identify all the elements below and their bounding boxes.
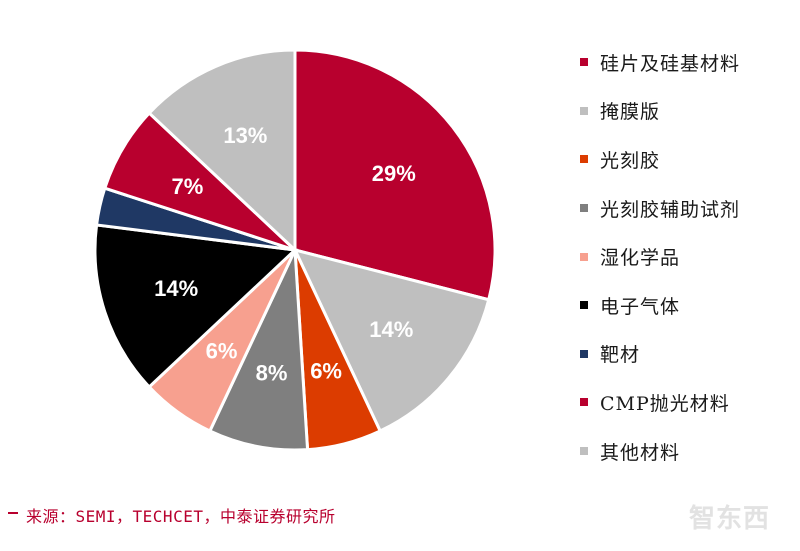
legend-item: 光刻胶辅助试剂: [580, 184, 795, 233]
pie-slice: [147, 48, 297, 254]
legend-swatch: [580, 301, 588, 310]
slice-data-label: 29%: [372, 161, 416, 186]
watermark: 智东西: [689, 504, 771, 534]
legend-label: CMP抛光材料: [600, 392, 730, 415]
legend-swatch: [580, 447, 588, 456]
legend-item: 硅片及硅基材料: [580, 38, 795, 87]
slice-data-label: 8%: [256, 360, 288, 385]
legend-item: 靶材: [580, 330, 795, 379]
slice-data-label: 14%: [154, 276, 198, 301]
slice-data-label: 6%: [206, 339, 238, 364]
legend-swatch: [580, 349, 588, 358]
legend-label: 硅片及硅基材料: [600, 52, 741, 75]
slice-data-label: 6%: [310, 359, 342, 384]
legend-swatch: [580, 155, 588, 164]
legend-label: 电子气体: [600, 295, 681, 318]
legend-label: 掩膜版: [600, 101, 661, 124]
legend-item: 电子气体: [580, 281, 795, 330]
pie-slice: [93, 223, 299, 390]
legend-item: CMP抛光材料: [580, 378, 795, 427]
legend-item: 湿化学品: [580, 232, 795, 281]
legend-label: 靶材: [600, 344, 641, 367]
legend-item: 其他材料: [580, 427, 795, 476]
legend-label: 光刻胶辅助试剂: [600, 198, 741, 221]
slice-data-label: 7%: [172, 174, 204, 199]
source-note: 来源：SEMI，TECHCET，中泰证券研究所: [26, 507, 336, 526]
source-accent-bar: [8, 512, 18, 514]
slice-data-label: 13%: [223, 123, 267, 148]
pie-slice: [293, 48, 497, 302]
legend-swatch: [580, 106, 588, 115]
pie-slice: [207, 249, 310, 452]
legend-label: 光刻胶: [600, 149, 661, 172]
legend-label: 其他材料: [600, 441, 681, 464]
legend-label: 湿化学品: [600, 247, 681, 270]
legend-swatch: [580, 398, 588, 407]
legend-swatch: [580, 204, 588, 213]
legend-item: 光刻胶: [580, 135, 795, 184]
legend-swatch: [580, 252, 588, 261]
legend-item: 掩膜版: [580, 87, 795, 136]
slice-data-label: 14%: [369, 317, 413, 342]
pie-slice: [292, 247, 491, 433]
legend-swatch: [580, 58, 588, 67]
legend: 硅片及硅基材料 掩膜版光刻胶光刻胶辅助试剂 湿化学品电子气体靶材 CMP抛光材料 其他材…: [580, 38, 795, 475]
